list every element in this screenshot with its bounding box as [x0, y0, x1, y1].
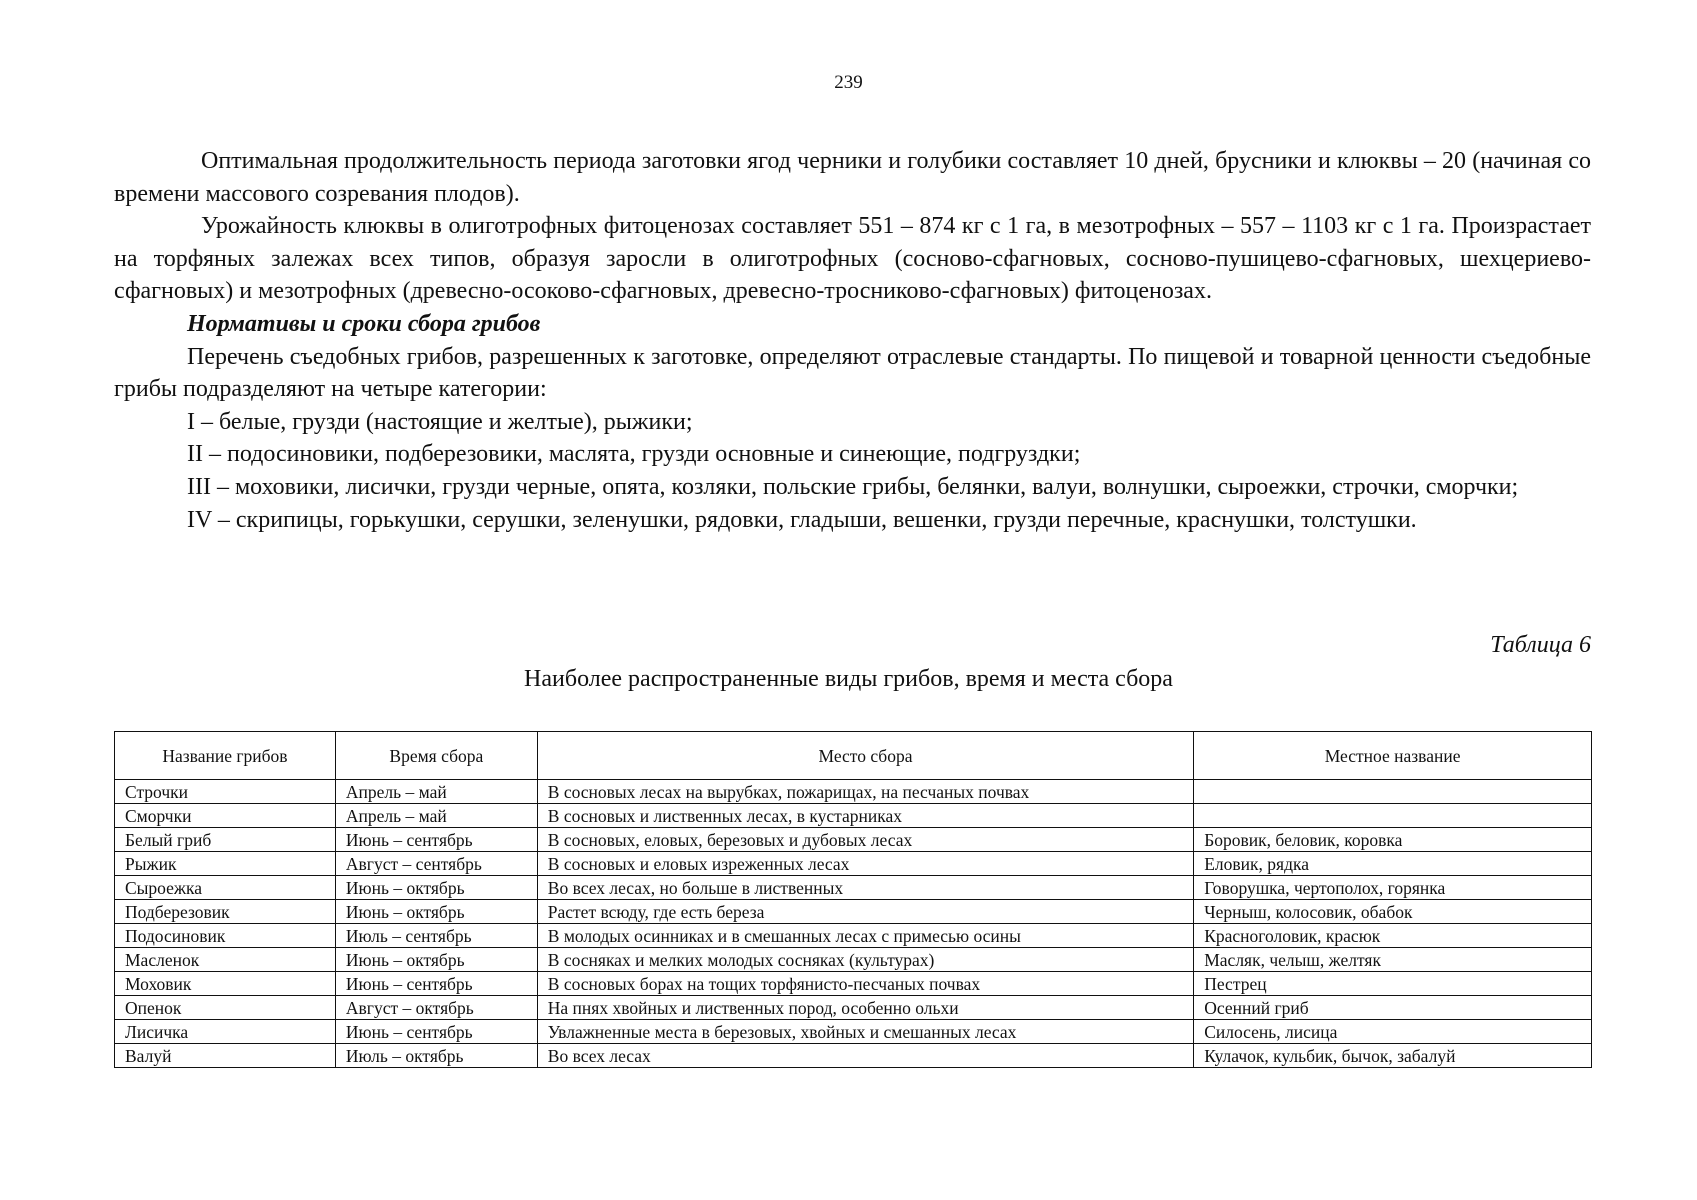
table-cell: Во всех лесах, но больше в лиственных — [536, 875, 1195, 900]
table-row: Моховик Июнь – сентябрь В сосновых борах н… — [114, 971, 1592, 996]
section-heading: Нормативы и сроки сбора грибов — [187, 310, 541, 337]
table-cell: Еловик, рядка — [1193, 851, 1592, 876]
table-cell: Подосиновик — [114, 923, 336, 948]
table-cell: Июнь – октябрь — [334, 875, 538, 900]
table-number: Таблица 6 — [1490, 632, 1591, 658]
table-cell: Июнь – октябрь — [334, 899, 538, 924]
table-cell: Август – сентябрь — [334, 851, 538, 876]
table-cell — [1193, 803, 1592, 828]
table-row: Сморчки Апрель – май В сосновых и лиственн… — [114, 803, 1592, 828]
table-cell: В сосновых лесах на вырубках, пожарищах,… — [536, 779, 1195, 804]
table-cell: Силосень, лисица — [1193, 1019, 1592, 1044]
table-row: Подберезовик Июнь – октябрь Растет всюду, … — [114, 899, 1592, 924]
table-cell: Боровик, беловик, коровка — [1193, 827, 1592, 852]
table-cell: Моховик — [114, 971, 336, 996]
table-cell: Июль – октябрь — [334, 1043, 538, 1068]
table-cell: Апрель – май — [334, 803, 538, 828]
table-cell: На пнях хвойных и лиственных пород, особ… — [536, 995, 1195, 1020]
table-row: Подосиновик Июль – сентябрь В молодых осин… — [114, 923, 1592, 948]
table-cell: В сосновых, еловых, березовых и дубовых … — [536, 827, 1195, 852]
header-cell: Местное название — [1193, 731, 1592, 780]
table-cell: Красноголовик, красюк — [1193, 923, 1592, 948]
table-cell: Кулачок, кульбик, бычок, забалуй — [1193, 1043, 1592, 1068]
table-cell: Пестрец — [1193, 971, 1592, 996]
table-cell: Черныш, колосовик, обабок — [1193, 899, 1592, 924]
table-cell: Говорушка, чертополох, горянка — [1193, 875, 1592, 900]
table-cell: Увлажненные места в березовых, хвойных и… — [536, 1019, 1195, 1044]
table-caption: Наиболее распространенные виды грибов, в… — [524, 666, 1173, 692]
paragraph: Урожайность клюквы в олиготрофных фитоце… — [114, 213, 1591, 305]
table-cell: Осенний гриб — [1193, 995, 1592, 1020]
table-cell: Июнь – сентябрь — [334, 827, 538, 852]
header-cell: Название грибов — [114, 731, 336, 780]
header-cell: Время сбора — [334, 731, 538, 780]
table-row: Белый гриб Июнь – сентябрь В сосновых, ело… — [114, 827, 1592, 852]
table-row: Сыроежка Июнь – октябрь Во всех лесах, но … — [114, 875, 1592, 900]
table-cell: Во всех лесах — [536, 1043, 1195, 1068]
table-row: Лисичка Июнь – сентябрь Увлажненные места … — [114, 1019, 1592, 1044]
table-cell — [1193, 779, 1592, 804]
body-text: Оптимальная продолжительность периода за… — [114, 145, 1591, 536]
table-cell: Растет всюду, где есть береза — [536, 899, 1195, 924]
table-row: Рыжик Август – сентябрь В сосновых и еловы… — [114, 851, 1592, 876]
table-cell: Июль – сентябрь — [334, 923, 538, 948]
header-cell: Место сбора — [536, 731, 1195, 780]
table-cell: В сосняках и мелких молодых сосняках (ку… — [536, 947, 1195, 972]
table-cell: В сосновых и еловых изреженных лесах — [536, 851, 1195, 876]
table-cell: Июнь – сентябрь — [334, 971, 538, 996]
table-row: Строчки Апрель – май В сосновых лесах на в… — [114, 779, 1592, 804]
table-row: Масленок Июнь – октябрь В сосняках и мелки… — [114, 947, 1592, 972]
paragraph: Оптимальная продолжительность периода за… — [114, 148, 1591, 207]
table-cell: Лисичка — [114, 1019, 336, 1044]
table-cell: В сосновых и лиственных лесах, в кустарн… — [536, 803, 1195, 828]
table-cell: Масляк, челыш, желтяк — [1193, 947, 1592, 972]
table-cell: Июнь – октябрь — [334, 947, 538, 972]
table-cell: Август – октябрь — [334, 995, 538, 1020]
table-cell: Белый гриб — [114, 827, 336, 852]
category-item: II – подосиновики, подберезовики, маслят… — [187, 441, 1081, 468]
table-cell: Строчки — [114, 779, 336, 804]
category-item: I – белые, грузди (настоящие и желтые), … — [187, 408, 693, 435]
table-cell: Рыжик — [114, 851, 336, 876]
table-cell: Июнь – сентябрь — [334, 1019, 538, 1044]
table-cell: Масленок — [114, 947, 336, 972]
table-cell: Сыроежка — [114, 875, 336, 900]
table-cell: Подберезовик — [114, 899, 336, 924]
page-number: 239 — [834, 72, 863, 93]
table-cell: Опенок — [114, 995, 336, 1020]
category-item: IV – скрипицы, горькушки, серушки, зелен… — [187, 506, 1417, 533]
mushroom-table: Название грибов Время сбора Место сбора … — [114, 731, 1592, 1068]
table-cell: Валуй — [114, 1043, 336, 1068]
table-row: Валуй Июль – октябрь Во всех лесах Кулачок,… — [114, 1043, 1592, 1068]
table-cell: Сморчки — [114, 803, 336, 828]
paragraph: Перечень съедобных грибов, разрешенных к… — [114, 343, 1591, 403]
table-cell: В молодых осинниках и в смешанных лесах … — [536, 923, 1195, 948]
table-cell: В сосновых борах на тощих торфянисто-пес… — [536, 971, 1195, 996]
table-row: Опенок Август – октябрь На пнях хвойных и … — [114, 995, 1592, 1020]
table-header-row: Название грибов Время сбора Место сбора … — [114, 731, 1592, 780]
category-item: III – моховики, лисички, грузди черные, … — [187, 473, 1519, 500]
table-cell: Апрель – май — [334, 779, 538, 804]
